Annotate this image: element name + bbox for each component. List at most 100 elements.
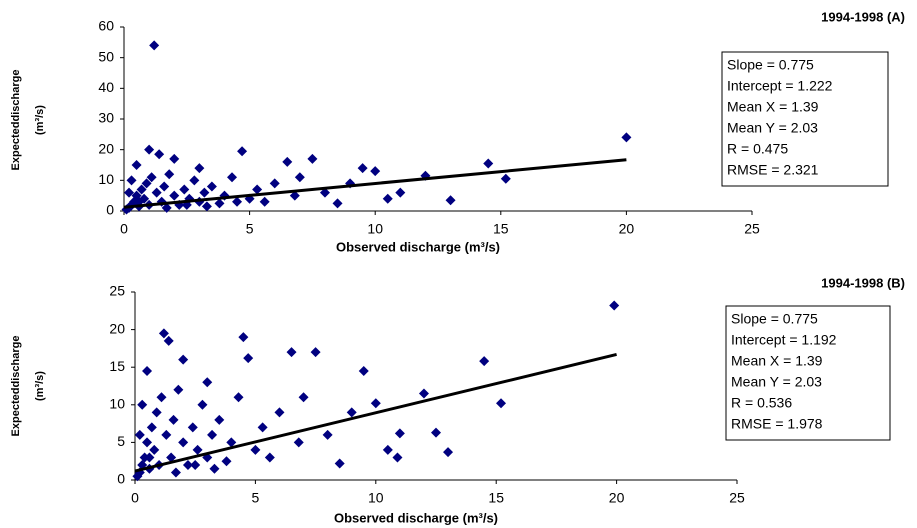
scatter-point [282,156,293,167]
scatter-point [166,452,177,463]
scatter-point [142,437,153,448]
scatter-point [382,193,393,204]
scatter-point [173,384,184,395]
y-axis-unit: (m³/s) [34,105,46,135]
scatter-point [169,190,180,201]
scatter-point [221,456,232,467]
scatter-point [237,146,248,157]
fit-line [123,158,627,209]
stats-line: Mean X = 1.39 [727,99,819,115]
stats-line: R = 0.475 [727,141,788,157]
scatter-point [232,196,243,207]
x-tick-label: 0 [131,490,139,506]
y-axis-label: Expecteddischarge [10,336,22,437]
stats-line: Mean Y = 2.03 [731,374,822,390]
scatter-point [141,178,152,189]
scatter-point [214,198,225,209]
y-tick-label: 40 [98,79,114,95]
scatter-point [264,452,275,463]
scatter-point [179,184,190,195]
scatter-point [227,172,238,183]
scatter-point [257,422,268,433]
scatter-point [159,181,170,192]
stats-line: Intercept = 1.222 [727,78,833,94]
stats-line: Slope = 0.775 [731,311,818,327]
y-tick-label: 0 [106,202,114,218]
fit-line [134,353,617,473]
scatter-point [189,175,200,186]
scatter-point [243,353,254,364]
scatter-point [144,452,155,463]
scatter-point [158,328,169,339]
y-axis-label: Expecteddischarge [10,70,22,171]
scatter-point [151,407,162,418]
scatter-point [392,452,403,463]
scatter-point [319,187,330,198]
scatter-point [358,365,369,376]
scatter-point [394,428,405,439]
scatter-point [250,444,261,455]
scatter-point [259,196,270,207]
stats-box [721,51,889,187]
scatter-point [286,347,297,358]
scatter-point [144,144,155,155]
x-tick-label: 0 [120,221,128,237]
scatter-point [154,149,165,160]
scatter-point [178,437,189,448]
y-tick-label: 5 [117,433,125,449]
scatter-point [182,459,193,470]
scatter-point [483,158,494,169]
scatter-point [126,175,137,186]
scatter-point [233,392,244,403]
y-tick-label: 60 [98,18,114,34]
scatter-point [238,332,249,343]
y-tick-label: 20 [109,320,125,336]
scatter-point [209,463,220,474]
x-tick-label: 25 [744,221,760,237]
scatter-point [609,300,620,311]
scatter-point [137,399,148,410]
x-tick-label: 10 [367,221,383,237]
scatter-point [149,444,160,455]
scatter-point [194,163,205,174]
scatter-point [207,429,218,440]
scatter-point [496,398,507,409]
scatter-point [146,172,157,183]
stats-line: RMSE = 2.321 [727,162,819,178]
scatter-point [293,437,304,448]
scatter-point [226,437,237,448]
scatter-point [199,187,210,198]
scatter-point [136,184,147,195]
scatter-point [161,202,172,213]
x-tick-label: 5 [246,221,254,237]
scatter-point [395,187,406,198]
scatter-point [146,422,157,433]
x-tick-label: 15 [488,490,504,506]
y-tick-label: 25 [109,283,125,299]
stats-line: RMSE = 1.978 [731,416,823,432]
scatter-point [310,347,321,358]
scatter-point [168,414,179,425]
scatter-point [382,444,393,455]
y-tick-label: 30 [98,110,114,126]
y-tick-label: 15 [109,358,125,374]
scatter-point [443,447,454,458]
stats-line: Intercept = 1.192 [731,332,837,348]
scatter-point [418,388,429,399]
scatter-point [500,173,511,184]
x-axis-label: Observed discharge (m³/s) [334,510,498,525]
scatter-point [357,163,368,174]
x-axis-label: Observed discharge (m³/s) [336,239,500,254]
stats-line: Slope = 0.775 [727,57,814,73]
scatter-point [479,356,490,367]
scatter-point [274,407,285,418]
scatter-point [289,190,300,201]
scatter-point [298,392,309,403]
y-tick-label: 10 [109,396,125,412]
chart-title: 1994-1998 (B) [821,275,905,290]
scatter-point [151,187,162,198]
scatter-point [190,459,201,470]
scatter-point [202,377,213,388]
